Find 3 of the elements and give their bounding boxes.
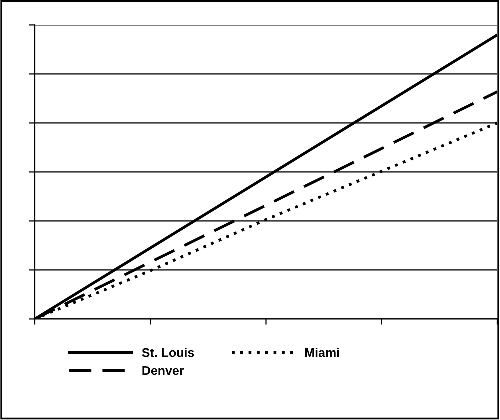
legend-label: Miami [305,348,340,358]
legend-label: Denver [142,366,184,376]
legend-label: St. Louis [142,348,194,358]
